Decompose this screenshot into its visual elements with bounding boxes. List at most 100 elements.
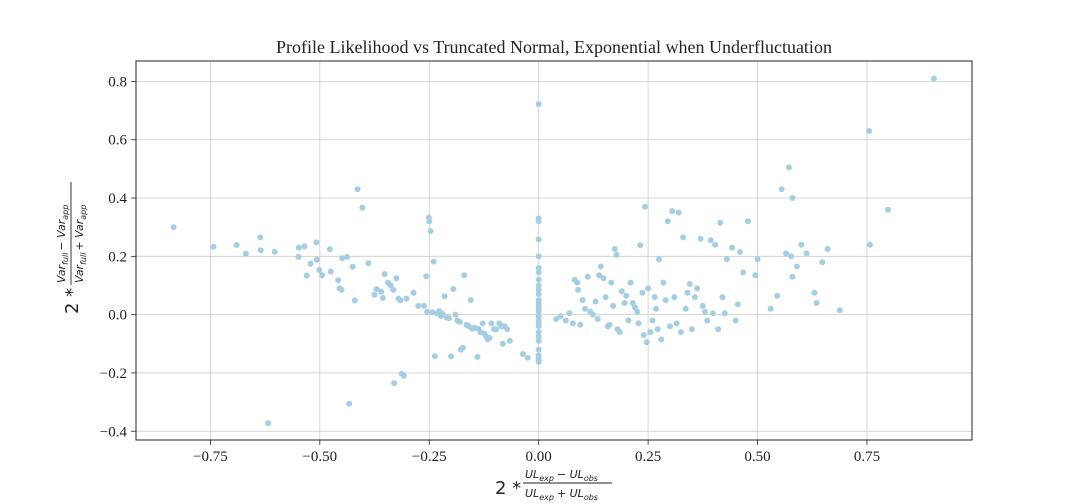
scatter-point	[611, 246, 618, 252]
scatter-point	[590, 311, 596, 318]
scatter-point	[535, 323, 542, 330]
x-num-sub-2: obs	[584, 474, 598, 483]
scatter-point	[824, 246, 831, 252]
scatter-point	[439, 310, 446, 317]
scatter-point	[486, 335, 493, 341]
scatter-point	[707, 237, 714, 244]
scatter-point	[813, 300, 820, 306]
scatter-point	[789, 195, 796, 201]
scatter-point	[575, 286, 582, 293]
y-num-minus: − Var	[55, 218, 68, 250]
x-axis-label-prefix: 2 *	[495, 478, 521, 499]
x-tick-label: −0.25	[412, 449, 447, 465]
scatter-point	[271, 248, 278, 255]
scatter-point	[680, 234, 687, 241]
y-tick-label: 0.2	[108, 249, 127, 265]
scatter-point	[535, 269, 542, 276]
y-num-sub-2: app	[61, 205, 70, 220]
scatter-point	[365, 260, 372, 267]
x-tick-label: −0.50	[302, 449, 337, 465]
y-axis-ticks: −0.4 −0.2 0.0 0.2 0.4 0.6 0.8	[100, 74, 136, 440]
scatter-point	[421, 302, 427, 309]
scatter-point	[691, 294, 698, 301]
scatter-point	[535, 282, 542, 289]
scatter-point	[715, 326, 722, 333]
scatter-point	[600, 275, 607, 282]
scatter-point	[734, 301, 741, 308]
y-num-sub-1: full	[61, 252, 70, 265]
x-den-plus: + UL	[557, 487, 584, 500]
scatter-point	[431, 353, 438, 360]
scatter-point	[535, 308, 542, 315]
scatter-point	[798, 241, 805, 248]
scatter-point	[403, 295, 410, 302]
scatter-point	[535, 265, 542, 271]
scatter-point	[448, 353, 455, 360]
scatter-point	[719, 294, 726, 301]
scatter-point	[535, 337, 542, 344]
scatter-point	[535, 291, 542, 298]
scatter-point	[627, 279, 634, 286]
y-den-sub-2: app	[79, 205, 88, 220]
scatter-point	[732, 317, 739, 324]
scatter-point	[313, 256, 320, 263]
scatter-point	[441, 293, 448, 300]
scatter-point	[424, 308, 431, 315]
scatter-point	[535, 329, 542, 336]
scatter-point	[740, 269, 747, 276]
x-tick-label: 0.75	[854, 449, 880, 465]
scatter-point	[461, 272, 468, 279]
scatter-point	[339, 255, 346, 262]
scatter-point	[524, 354, 531, 361]
scatter-point	[596, 272, 603, 279]
scatter-point	[885, 206, 891, 213]
y-axis-label-denominator: Varfull + Varapp	[73, 205, 88, 283]
scatter-point	[671, 294, 678, 301]
x-num-sub-1: exp	[539, 474, 554, 483]
scatter-point	[594, 316, 601, 322]
scatter-point	[393, 275, 400, 282]
scatter-point	[557, 313, 564, 320]
scatter-point	[602, 294, 609, 301]
scatter-point	[582, 305, 589, 312]
scatter-point	[313, 239, 320, 246]
scatter-point	[643, 339, 650, 346]
scatter-point	[423, 273, 430, 280]
x-num-minus: − UL	[557, 468, 584, 481]
scatter-point	[669, 208, 676, 215]
scatter-point	[381, 271, 388, 278]
scatter-point	[535, 358, 542, 365]
scatter-point	[410, 289, 417, 296]
scatter-point	[460, 344, 466, 351]
scatter-point	[427, 228, 434, 234]
scatter-point	[592, 298, 599, 305]
scatter-point	[303, 272, 310, 279]
scatter-point	[233, 242, 240, 248]
x-tick-label: 0.50	[744, 449, 770, 465]
y-axis-label-numerator: Varfull − Varapp	[55, 205, 70, 283]
scatter-point	[452, 311, 459, 318]
scatter-point	[704, 317, 711, 324]
scatter-point	[467, 297, 474, 304]
scatter-point	[506, 337, 513, 344]
scatter-point	[346, 400, 353, 407]
x-tick-label: 0.25	[635, 449, 661, 465]
scatter-point	[562, 317, 569, 324]
scatter-point	[378, 288, 385, 295]
y-axis-label: 2 * Varfull− Varapp Varfull+ Varapp	[55, 182, 88, 314]
scatter-point	[637, 242, 644, 249]
scatter-point	[658, 336, 665, 343]
scatter-point	[649, 317, 656, 324]
scatter-point	[723, 256, 730, 263]
scatter-point	[210, 243, 217, 250]
scatter-point	[577, 321, 584, 328]
scatter-point	[686, 281, 693, 287]
scatter-point	[712, 241, 719, 248]
scatter-point	[675, 209, 682, 216]
scatter-point	[597, 263, 604, 270]
scatter-point	[699, 302, 706, 309]
scatter-point	[789, 273, 796, 280]
scatter-point	[446, 315, 452, 322]
scatter-point	[301, 243, 308, 250]
